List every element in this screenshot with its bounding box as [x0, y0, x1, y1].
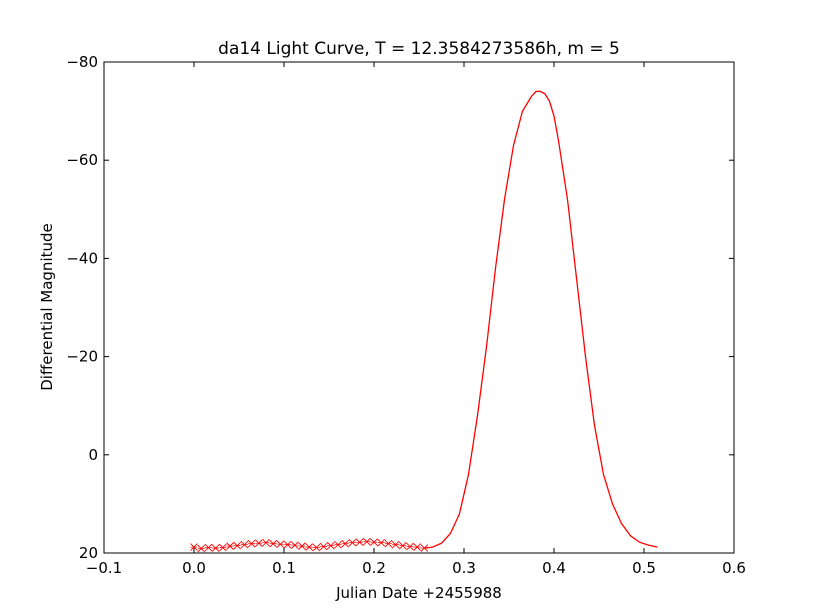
- y-tick-label: −20: [66, 348, 98, 366]
- data-point-marker: [398, 541, 407, 550]
- plot-area: [190, 90, 658, 553]
- data-point-marker: [370, 538, 378, 547]
- data-point-marker: [218, 543, 227, 552]
- y-tick-label: 0: [88, 446, 98, 464]
- data-point-marker: [197, 544, 206, 553]
- data-point-marker: [334, 540, 342, 549]
- axis-ticks: −0.1 0.0 0.1 0.2 0.3 0.4 0.5 0.6 −80 −60 −40 −20 0 20: [66, 53, 746, 577]
- x-tick-label: 0.3: [452, 559, 476, 577]
- series-line: [423, 90, 658, 549]
- data-point-marker: [384, 539, 393, 548]
- data-point-marker: [362, 537, 371, 546]
- data-point-marker: [226, 542, 234, 550]
- data-point-marker: [211, 544, 220, 552]
- y-tick-label: −40: [66, 249, 98, 267]
- data-point-marker: [269, 539, 278, 548]
- chart-title: da14 Light Curve, T = 12.3584273586h, m …: [218, 39, 620, 59]
- data-point-marker: [413, 543, 422, 551]
- x-tick-label: 0.0: [182, 559, 206, 577]
- data-point-marker: [377, 538, 386, 547]
- data-point-marker: [262, 538, 270, 547]
- data-point-marker: [247, 539, 256, 548]
- data-point-marker: [312, 543, 321, 552]
- data-point-marker: [190, 543, 198, 551]
- data-point-marker: [355, 538, 364, 547]
- data-point-marker: [326, 541, 335, 550]
- x-tick-label: −0.1: [86, 559, 122, 577]
- data-point-marker: [298, 542, 306, 550]
- data-point-marker: [276, 540, 285, 548]
- data-point-marker: [254, 539, 263, 547]
- data-point-marker: [283, 540, 292, 549]
- x-tick-label: 0.6: [722, 559, 746, 577]
- data-point-marker: [290, 541, 299, 549]
- data-point-marker: [341, 539, 350, 548]
- data-point-marker: [204, 543, 213, 552]
- data-point-marker: [348, 538, 357, 547]
- x-tick-label: 0.4: [542, 559, 566, 577]
- x-tick-label: 0.1: [272, 559, 296, 577]
- x-tick-label: 0.5: [632, 559, 656, 577]
- y-tick-label: −60: [66, 151, 98, 169]
- data-point-marker: [305, 543, 314, 551]
- data-point-marker: [406, 542, 414, 551]
- y-tick-label: 20: [79, 544, 98, 562]
- data-point-marker: [319, 542, 328, 551]
- y-axis-label: Differential Magnitude: [38, 223, 56, 391]
- y-tick-label: −80: [66, 53, 98, 71]
- data-point-marker: [240, 540, 249, 549]
- x-tick-label: 0.2: [362, 559, 386, 577]
- x-axis-label: Julian Date +2455988: [335, 584, 502, 602]
- axes-frame: [103, 61, 735, 554]
- data-point-marker: [391, 540, 400, 549]
- data-point-marker: [233, 541, 242, 550]
